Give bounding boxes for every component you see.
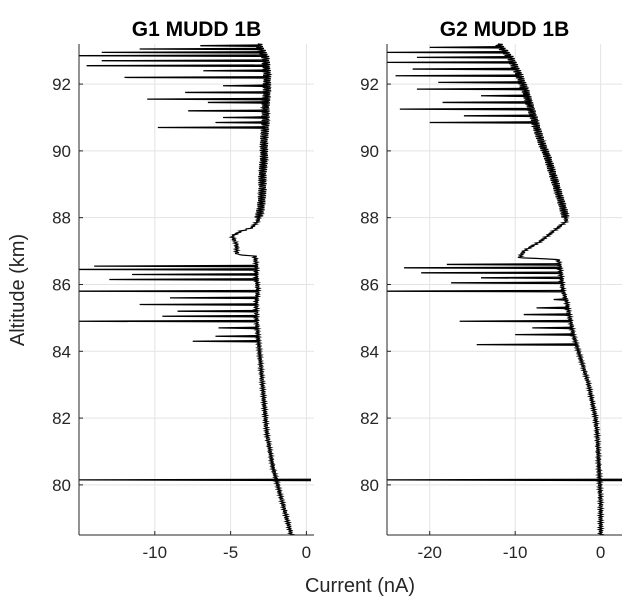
- data-spike: [386, 61, 513, 64]
- data-spike: [78, 319, 257, 323]
- y-tick-label: 92: [52, 75, 71, 94]
- y-tick-label: 80: [52, 476, 71, 495]
- data-spike: [101, 51, 263, 54]
- data-spike: [78, 268, 257, 271]
- y-tick-label: 90: [360, 142, 379, 161]
- data-spike: [463, 114, 534, 118]
- data-spike: [185, 91, 267, 94]
- data-spike: [203, 69, 267, 73]
- y-tick-label: 86: [360, 275, 379, 294]
- data-spike: [215, 334, 259, 338]
- data-spike: [139, 47, 261, 51]
- data-spike: [451, 281, 562, 285]
- data-spike: [386, 478, 622, 482]
- data-spike: [132, 273, 257, 276]
- data-spike: [78, 289, 258, 293]
- data-spike: [446, 263, 560, 266]
- data-spike: [218, 326, 258, 330]
- data-spike: [459, 319, 571, 323]
- data-spike: [188, 109, 266, 113]
- data-spike: [147, 97, 267, 101]
- data-spike: [139, 303, 257, 306]
- data-spike: [78, 478, 311, 482]
- data-trace: [495, 43, 605, 536]
- plot-area: [387, 44, 622, 535]
- y-tick-label: 92: [360, 75, 379, 94]
- x-tick-label: -20: [417, 543, 442, 562]
- y-tick-label: 82: [52, 409, 71, 428]
- data-spike: [536, 306, 568, 310]
- x-axis-label: Current (nA): [305, 575, 415, 597]
- panel-title: G1 MUDD 1B: [132, 18, 262, 41]
- data-spike: [223, 84, 268, 88]
- panel-title: G2 MUDD 1B: [440, 18, 570, 41]
- plot-area: [79, 44, 314, 535]
- x-tick-label: 0: [302, 543, 311, 562]
- data-spike: [223, 116, 266, 119]
- data-spike: [395, 74, 520, 78]
- y-tick-label: 88: [360, 209, 379, 228]
- data-spike: [157, 126, 266, 129]
- data-spike: [442, 101, 530, 104]
- y-tick-label: 86: [52, 275, 71, 294]
- data-spike: [169, 296, 257, 300]
- y-tick-label: 84: [52, 342, 71, 361]
- data-spike: [207, 101, 266, 104]
- data-trace: [228, 43, 296, 536]
- data-spike: [553, 298, 566, 301]
- data-spike: [532, 326, 572, 330]
- y-tick-label: 82: [360, 409, 379, 428]
- data-spike: [515, 333, 574, 336]
- x-tick-label: -10: [143, 543, 168, 562]
- y-tick-label: 84: [360, 342, 379, 361]
- data-spike: [480, 94, 527, 98]
- data-spike: [412, 67, 517, 71]
- data-spike: [386, 51, 506, 54]
- data-spike: [200, 44, 259, 47]
- data-spike: [416, 87, 525, 91]
- data-spike: [215, 121, 266, 124]
- data-spike: [429, 121, 536, 124]
- data-spike: [109, 278, 257, 281]
- data-spike: [523, 313, 570, 316]
- x-tick-label: -5: [223, 543, 238, 562]
- data-spike: [476, 343, 577, 346]
- panel-g1: 80 82 84 86 88 90 92 -10 -5 0 G1 MUDD 1B: [52, 18, 314, 562]
- y-axis-label: Altitude (km): [7, 234, 29, 346]
- data-spike: [429, 46, 502, 49]
- data-spike: [416, 56, 511, 59]
- data-spike: [86, 64, 267, 68]
- data-spike: [192, 339, 259, 343]
- y-tick-label: 90: [52, 142, 71, 161]
- panel-g2: 80 82 84 86 88 90 92 -20 -10 0 G2 MUDD 1B: [360, 18, 622, 562]
- data-spike: [162, 314, 257, 318]
- y-tick-label: 88: [52, 209, 71, 228]
- x-tick-label: 0: [596, 543, 605, 562]
- x-tick-label: -10: [503, 543, 528, 562]
- data-spike: [78, 54, 265, 58]
- y-tick-label: 80: [360, 476, 379, 495]
- data-spike: [94, 264, 257, 268]
- data-spike: [101, 59, 266, 63]
- data-spike: [480, 276, 562, 280]
- data-spike: [438, 81, 523, 84]
- data-spike: [386, 289, 564, 293]
- data-spike: [177, 309, 257, 313]
- data-spike: [399, 107, 532, 111]
- data-spike: [124, 76, 268, 79]
- data-spike: [404, 266, 561, 270]
- data-spike: [421, 271, 561, 275]
